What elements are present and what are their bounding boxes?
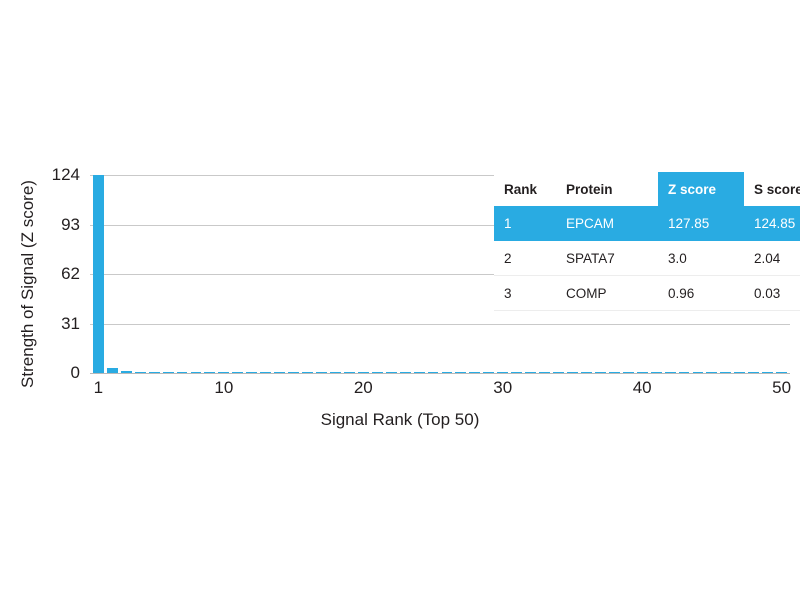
bar: [692, 371, 704, 373]
bar: [190, 371, 202, 373]
bar: [497, 371, 509, 373]
score-table-body: 1 EPCAM 127.85 124.85 2 SPATA7 3.0 2.04 3 COMP 0.9…: [494, 206, 800, 311]
bar: [567, 371, 578, 373]
y-axis-tick-label: 0: [70, 363, 80, 382]
cell-z-score: 0.96: [658, 275, 744, 311]
bar: [748, 371, 760, 373]
x-axis-tick-label: 20: [353, 378, 373, 397]
bar: [246, 371, 258, 373]
bar: [204, 371, 216, 373]
bar: [92, 175, 104, 373]
gridline: [90, 323, 790, 325]
bar: [706, 371, 718, 373]
bar: [371, 371, 383, 373]
table-row: 3 COMP 0.96 0.03: [494, 275, 800, 311]
plot-area: [90, 175, 790, 373]
table-header-row: Rank Protein Z score S score: [494, 172, 800, 206]
bar: [176, 371, 188, 373]
cell-z-score: 127.85: [658, 206, 744, 241]
gridline: [90, 274, 790, 275]
bar: [553, 371, 564, 373]
bar: [260, 371, 272, 373]
bar: [594, 371, 606, 373]
bar: [232, 371, 244, 373]
cell-z-score: 3.0: [658, 240, 744, 276]
bar: [218, 371, 230, 373]
bar: [539, 371, 551, 373]
bar: [734, 371, 746, 373]
x-axis-baseline: [90, 373, 790, 374]
bar: [608, 371, 620, 373]
bar-series: [90, 175, 790, 373]
header-protein: Protein: [566, 172, 658, 206]
bar: [525, 371, 537, 373]
bar: [762, 371, 774, 373]
bar: [636, 371, 648, 373]
cell-rank: 2: [494, 240, 566, 276]
bar: [120, 371, 132, 373]
bar: [427, 371, 439, 373]
bar: [329, 371, 341, 373]
bar: [316, 371, 327, 373]
cell-s-score: 0.03: [744, 275, 800, 311]
bar: [664, 371, 676, 373]
header-s-score: S score: [744, 172, 800, 206]
bar: [302, 371, 313, 373]
bar: [399, 371, 411, 373]
bar: [148, 371, 160, 373]
x-axis-tick-label: 40: [632, 378, 652, 397]
y-axis-tick-label: 93: [61, 214, 80, 234]
bar: [288, 371, 300, 373]
y-axis-tick-label: 62: [61, 264, 80, 283]
x-axis-title: Signal Rank (Top 50): [320, 410, 480, 429]
table-row: 2 SPATA7 3.0 2.04: [494, 240, 800, 276]
score-table-header: Rank Protein Z score S score: [494, 172, 800, 206]
y-axis-tick-label: 31: [61, 313, 80, 333]
bar: [162, 371, 174, 373]
header-z-score: Z score: [658, 172, 744, 206]
y-axis-tick-label: 124: [51, 165, 80, 184]
cell-rank: 3: [494, 275, 566, 311]
bar: [650, 371, 662, 373]
x-axis-tick-label: 30: [493, 378, 513, 397]
bar: [580, 371, 592, 373]
bar: [134, 371, 146, 373]
bar: [274, 371, 286, 373]
cell-protein: EPCAM: [566, 206, 658, 241]
bar: [343, 371, 355, 373]
bar: [413, 371, 425, 373]
cell-protein: COMP: [566, 275, 658, 311]
cell-s-score: 2.04: [744, 240, 800, 276]
header-rank: Rank: [494, 172, 566, 206]
bar: [469, 371, 481, 373]
cell-s-score: 124.85: [744, 206, 800, 241]
bar: [511, 371, 523, 373]
x-axis-tick-label: 50: [772, 378, 792, 397]
bar: [441, 371, 453, 373]
bar: [106, 368, 118, 373]
x-axis-tick-label: 10: [214, 378, 234, 397]
bar: [622, 371, 634, 373]
bar: [357, 371, 369, 373]
bar: [776, 371, 788, 373]
score-table-grid: Rank Protein Z score S score 1 EPCAM 127.8…: [494, 172, 800, 311]
bar: [720, 371, 732, 373]
x-axis-tick-label: 1: [93, 378, 104, 397]
table-row: 1 EPCAM 127.85 124.85: [494, 206, 800, 241]
gridline: [90, 224, 790, 226]
bar: [483, 371, 495, 373]
bar: [455, 371, 467, 373]
bar: [678, 371, 690, 373]
gridline: [90, 175, 790, 176]
cell-rank: 1: [494, 206, 566, 241]
cell-protein: SPATA7: [566, 240, 658, 276]
score-table: Rank Protein Z score S score 1 EPCAM 127.8…: [494, 172, 800, 311]
bar: [385, 371, 397, 373]
